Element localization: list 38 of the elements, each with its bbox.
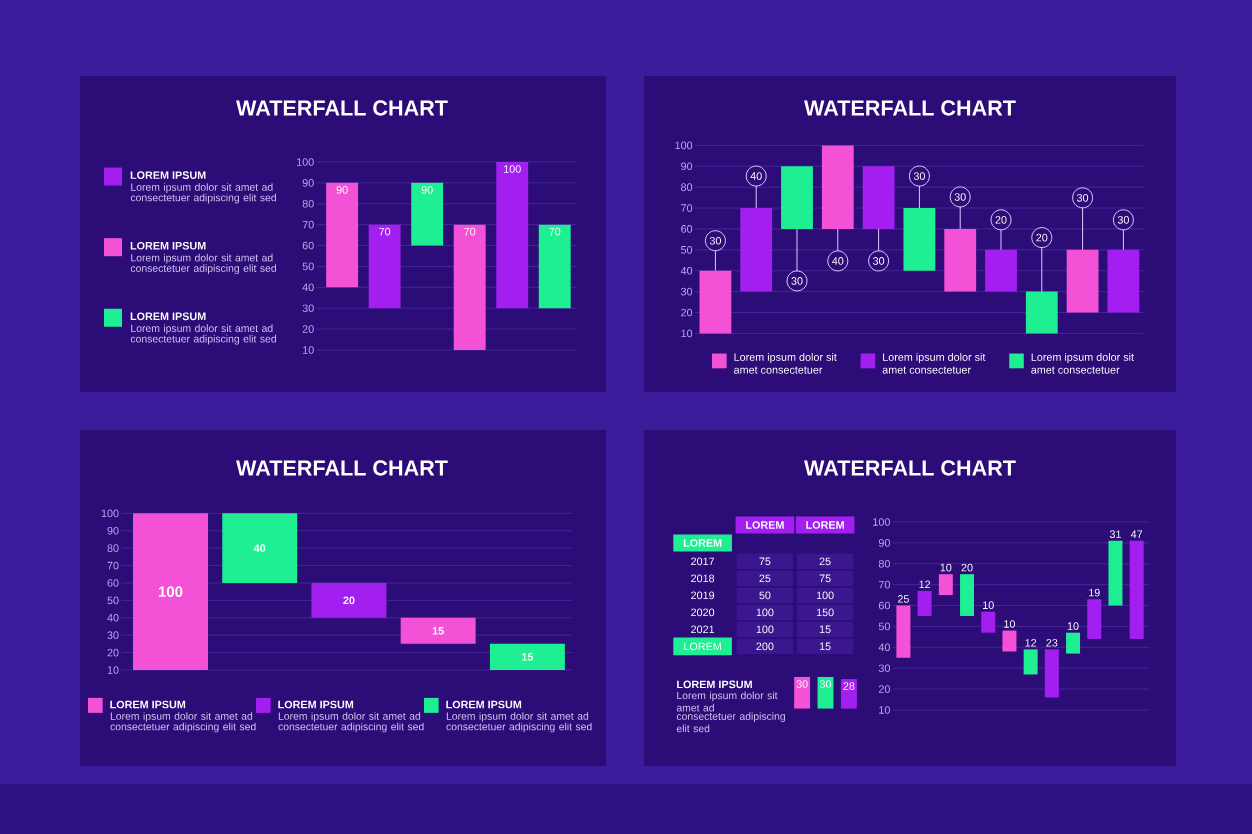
bar: [699, 270, 732, 334]
chart-title: WATERFALL CHART: [236, 100, 448, 116]
chart-title: WATERFALL CHART: [236, 460, 448, 476]
bar: [944, 228, 977, 292]
bar: [311, 582, 387, 618]
bar: [1002, 630, 1017, 652]
bar: [1044, 649, 1059, 698]
bar: [740, 208, 773, 292]
bar: [1129, 540, 1144, 639]
bar: [400, 617, 476, 644]
bar: [1066, 249, 1099, 313]
chart-title: WATERFALL CHART: [804, 100, 1016, 116]
bar: [489, 643, 565, 670]
bar: [960, 574, 975, 616]
bar: [326, 182, 359, 288]
bar: [1025, 291, 1058, 334]
bar: [1066, 632, 1081, 654]
bar: [411, 182, 444, 246]
chart-title: WATERFALL CHART: [804, 460, 1016, 476]
bar: [133, 513, 208, 670]
bar: [222, 513, 298, 583]
bar: [985, 249, 1017, 292]
bar: [538, 224, 571, 309]
bar: [1108, 540, 1123, 606]
bar: [821, 145, 854, 229]
bar: [896, 605, 911, 658]
bar: [917, 590, 932, 616]
bar: [1087, 599, 1102, 639]
bar: [862, 166, 895, 229]
bar: [981, 611, 996, 633]
bar: [368, 224, 401, 309]
bar: [903, 208, 936, 271]
bar: [1107, 249, 1140, 313]
bar: [781, 166, 813, 229]
bar: [1023, 649, 1038, 675]
bar: [496, 161, 529, 309]
bar: [453, 224, 486, 350]
bar: [938, 574, 953, 596]
